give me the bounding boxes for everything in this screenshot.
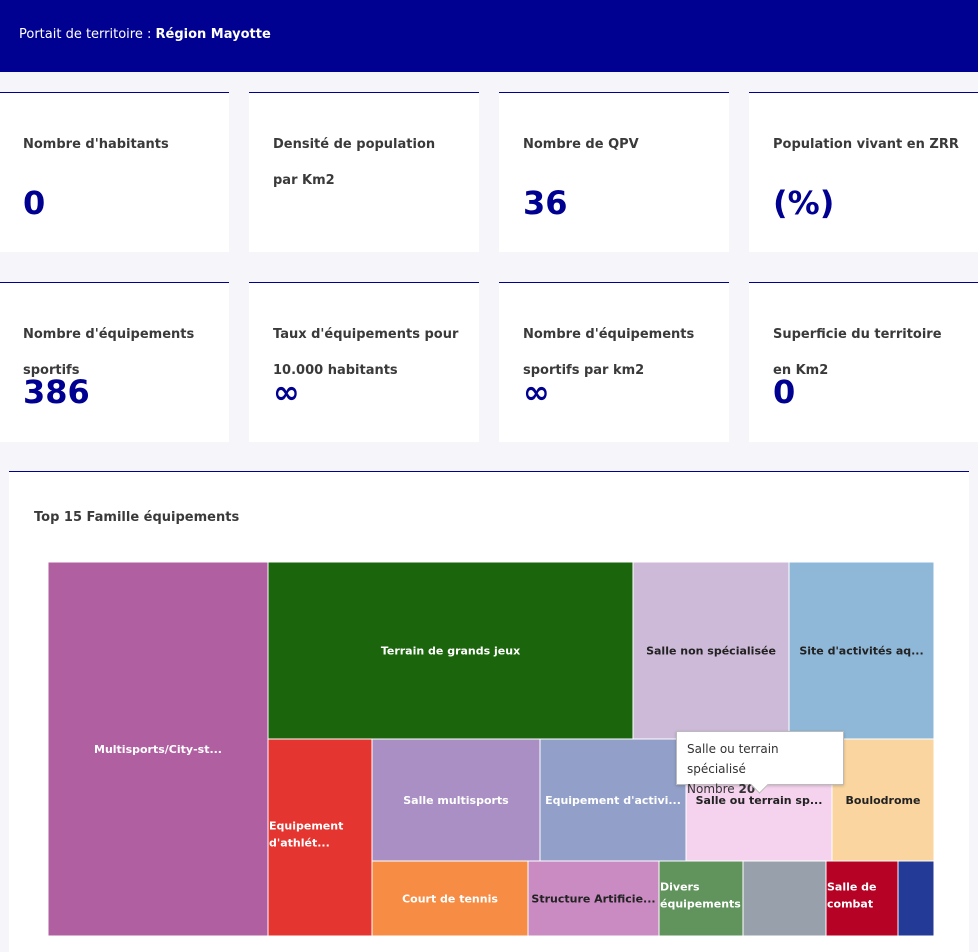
treemap-tile[interactable]: Salle non spécialisée [632, 561, 790, 740]
treemap-tile-label: Court de tennis [402, 893, 498, 906]
treemap-tile-label: Terrain de grands jeux [381, 645, 520, 658]
treemap-tile[interactable]: Salle multisports [371, 738, 541, 862]
treemap-tile-label: Salle non spécialisée [646, 645, 776, 658]
kpi-card-equipements: Nombre d'équipements sportifs 386 [0, 282, 229, 442]
treemap-tile[interactable]: Structure Artificie... [527, 860, 660, 937]
kpi-value: 386 [23, 373, 90, 411]
treemap-tile-rect[interactable] [527, 860, 660, 937]
treemap-tile-rect[interactable] [831, 738, 935, 862]
treemap-tile-rect[interactable] [267, 738, 373, 937]
treemap-tile-rect[interactable] [742, 860, 827, 937]
treemap-tile[interactable]: Court de tennis [371, 860, 529, 937]
treemap-tile[interactable] [742, 860, 827, 937]
treemap-tile[interactable]: Multisports/City-st... [47, 561, 269, 937]
treemap-tile[interactable]: Equipement d'activi... [539, 738, 687, 862]
kpi-card-qpv: Nombre de QPV 36 [499, 92, 729, 252]
treemap-tile-label: Salle ou terrain sp... [696, 794, 823, 807]
treemap-tile-label: Divers équipements ... [660, 881, 757, 911]
page-header: Portait de territoire : Région Mayotte [0, 0, 978, 72]
treemap-tile[interactable]: Divers équipements ... [658, 860, 757, 937]
treemap-title: Top 15 Famille équipements [34, 510, 240, 525]
treemap-tile-rect[interactable] [371, 738, 541, 862]
treemap-tile-label: Salle de combat [827, 881, 877, 911]
kpi-value: ∞ [523, 373, 550, 411]
region-name: Région Mayotte [155, 27, 271, 42]
kpi-card-habitants: Nombre d'habitants 0 [0, 92, 229, 252]
treemap-tile-rect[interactable] [632, 561, 790, 740]
treemap-tile-label: Equipement d'athlét... [269, 820, 343, 850]
kpi-card-zrr: Population vivant en ZRR (%) [749, 92, 978, 252]
treemap-tile-rect[interactable] [267, 561, 634, 740]
treemap-tooltip: Salle ou terrain spécialisé Nombre 20 [676, 731, 844, 796]
kpi-label: Nombre d'habitants [23, 137, 169, 152]
kpi-card-par-km2: Nombre d'équipements sportifs par km2 ∞ [499, 282, 729, 442]
treemap-tile[interactable]: Terrain de grands jeux [267, 561, 634, 740]
kpi-label: Nombre d'équipements sportifs [23, 327, 195, 378]
treemap-tile-label: Salle multisports [403, 794, 509, 807]
treemap-tile-label: Site d'activités aq... [799, 645, 923, 658]
tooltip-name: Salle ou terrain spécialisé [687, 742, 779, 776]
kpi-label: Nombre d'équipements sportifs par km2 [523, 327, 695, 378]
kpi-card-superficie: Superficie du territoire en Km2 0 [749, 282, 978, 442]
treemap-tile-label: Equipement d'activi... [545, 794, 681, 807]
kpi-value: 0 [773, 373, 796, 411]
treemap-tile-label: Multisports/City-st... [94, 743, 222, 756]
treemap-tile-rect[interactable] [897, 860, 935, 937]
page-title: Portait de territoire : Région Mayotte [19, 27, 271, 42]
kpi-value: 0 [23, 184, 46, 222]
treemap-tile[interactable]: Boulodrome [831, 738, 935, 862]
treemap-tile[interactable]: Site d'activités aq... [788, 561, 935, 740]
treemap-tile-label: Boulodrome [846, 794, 921, 807]
treemap-tile-rect[interactable] [371, 860, 529, 937]
kpi-label: Nombre de QPV [523, 137, 639, 152]
title-prefix: Portait de territoire : [19, 27, 156, 42]
kpi-card-densite: Densité de population par Km2 [249, 92, 479, 252]
kpi-label: Population vivant en ZRR [773, 137, 959, 152]
kpi-label: Taux d'équipements pour 10.000 habitants [273, 327, 459, 378]
treemap-tile-label: Structure Artificie... [531, 893, 655, 906]
treemap-tile[interactable] [897, 860, 935, 937]
treemap-tile-rect[interactable] [658, 860, 744, 937]
kpi-label: Densité de population par Km2 [273, 137, 436, 188]
treemap-tile[interactable]: Equipement d'athlét... [267, 738, 373, 937]
treemap-tile-rect[interactable] [825, 860, 899, 937]
treemap-tile-rect[interactable] [788, 561, 935, 740]
kpi-value: ∞ [273, 373, 300, 411]
treemap-tile-rect[interactable] [47, 561, 269, 937]
treemap-tile-rect[interactable] [539, 738, 687, 862]
kpi-value: 36 [523, 184, 568, 222]
tooltip-metric-label: Nombre [687, 782, 735, 796]
kpi-label: Superficie du territoire en Km2 [773, 327, 942, 378]
kpi-card-taux: Taux d'équipements pour 10.000 habitants… [249, 282, 479, 442]
kpi-value: (%) [773, 184, 835, 222]
treemap-tile[interactable]: Salle de combat [825, 860, 899, 937]
